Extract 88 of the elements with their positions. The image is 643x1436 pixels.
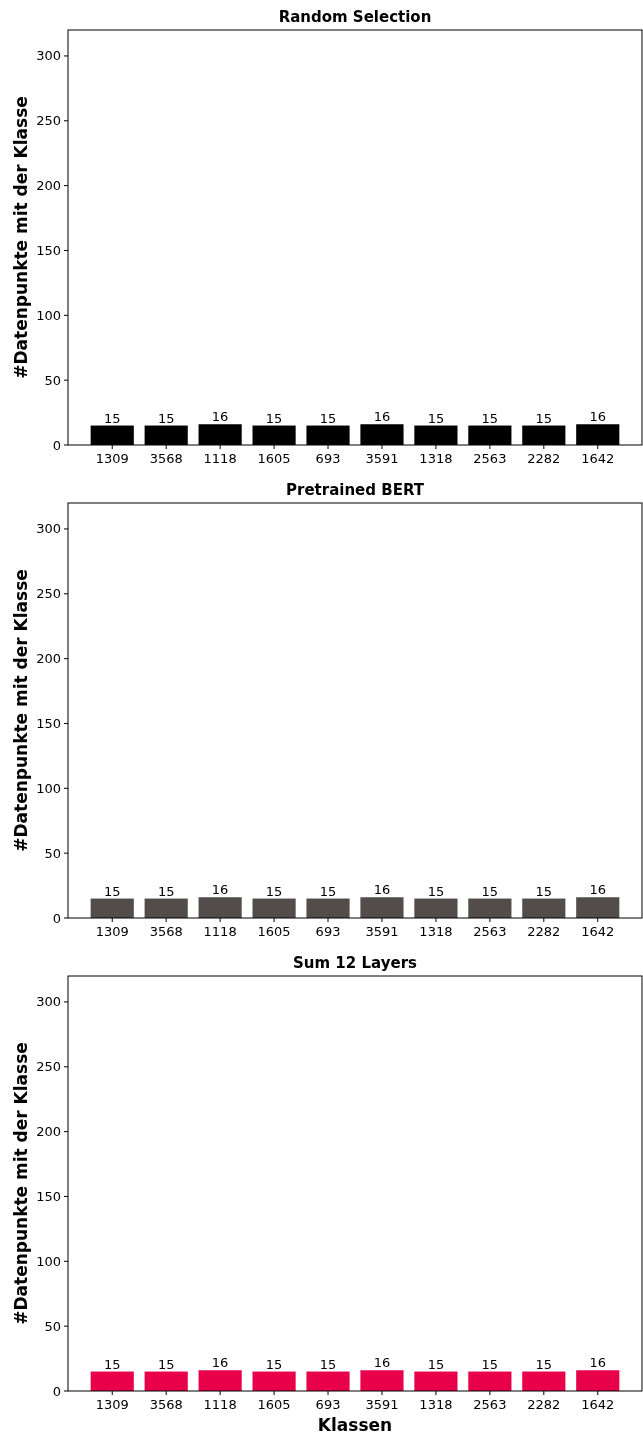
data-label: 16	[373, 882, 391, 898]
x-tick-label: 1309	[95, 1397, 129, 1412]
data-label: 16	[373, 1355, 391, 1371]
data-label: 15	[535, 1356, 553, 1372]
y-tick-label: 100	[36, 307, 61, 323]
y-tick-label: 200	[36, 1124, 61, 1140]
y-tick-label: 200	[36, 651, 61, 667]
x-tick-label: 1318	[419, 924, 453, 939]
data-label: 15	[157, 410, 175, 426]
y-tick-label: 0	[52, 437, 61, 453]
x-tick-label: 1118	[203, 451, 237, 466]
x-tick-label: 1118	[203, 1397, 237, 1412]
data-label: 15	[481, 1356, 499, 1372]
data-label: 16	[589, 882, 607, 898]
data-label: 15	[319, 410, 337, 426]
x-tick-label: 1605	[257, 1397, 291, 1412]
y-tick-label: 50	[44, 372, 61, 388]
x-tick-label: 1318	[419, 451, 453, 466]
data-label: 16	[211, 882, 229, 898]
data-label: 15	[157, 1356, 175, 1372]
data-label: 16	[211, 409, 229, 425]
x-tick-label: 693	[315, 1397, 341, 1412]
y-tick-label: 200	[36, 178, 61, 194]
y-axis-title: #Datenpunkte mit der Klasse	[11, 1042, 31, 1325]
x-tick-label: 3568	[149, 924, 183, 939]
data-label: 16	[589, 409, 607, 425]
data-label: 15	[319, 1356, 337, 1372]
x-tick-label: 1605	[257, 924, 291, 939]
x-tick-label: 2282	[527, 451, 561, 466]
data-label: 15	[535, 883, 553, 899]
data-label: 15	[157, 883, 175, 899]
x-tick-label: 2282	[527, 924, 561, 939]
data-label: 15	[481, 883, 499, 899]
x-tick-label: 2563	[473, 924, 507, 939]
data-label: 15	[427, 410, 445, 426]
y-tick-label: 100	[36, 780, 61, 796]
data-label: 16	[211, 1355, 229, 1371]
data-label: 15	[265, 410, 283, 426]
x-tick-label: 3591	[365, 451, 399, 466]
data-label: 15	[103, 1356, 121, 1372]
y-tick-label: 50	[44, 1318, 61, 1334]
y-axis-title: #Datenpunkte mit der Klasse	[11, 96, 31, 379]
x-tick-label: 1642	[581, 924, 615, 939]
x-tick-label: 1642	[581, 1397, 615, 1412]
y-tick-label: 0	[52, 910, 61, 926]
y-axis-title: #Datenpunkte mit der Klasse	[11, 569, 31, 852]
y-tick-label: 50	[44, 845, 61, 861]
y-tick-label: 250	[36, 113, 61, 129]
data-label: 15	[319, 883, 337, 899]
data-label: 15	[103, 410, 121, 426]
x-tick-label: 3568	[149, 451, 183, 466]
data-label: 15	[427, 883, 445, 899]
chart-title: Pretrained BERT	[286, 481, 425, 499]
data-label: 16	[373, 409, 391, 425]
data-label: 15	[103, 883, 121, 899]
x-tick-label: 693	[315, 924, 341, 939]
data-label: 15	[427, 1356, 445, 1372]
x-tick-label: 3591	[365, 1397, 399, 1412]
x-tick-label: 2563	[473, 451, 507, 466]
x-tick-label: 1118	[203, 924, 237, 939]
data-label: 15	[265, 1356, 283, 1372]
y-tick-label: 0	[52, 1383, 61, 1399]
chart-title: Random Selection	[278, 8, 432, 26]
x-axis-title: Klassen	[317, 1415, 393, 1435]
data-label: 15	[481, 410, 499, 426]
y-tick-label: 150	[36, 1189, 61, 1205]
y-tick-label: 150	[36, 716, 61, 732]
x-tick-label: 2282	[527, 1397, 561, 1412]
y-tick-label: 250	[36, 1059, 61, 1075]
x-tick-label: 3591	[365, 924, 399, 939]
x-tick-label: 1318	[419, 1397, 453, 1412]
y-tick-label: 300	[36, 994, 61, 1010]
x-tick-label: 3568	[149, 1397, 183, 1412]
x-tick-label: 1642	[581, 451, 615, 466]
y-tick-label: 150	[36, 243, 61, 259]
y-tick-label: 300	[36, 521, 61, 537]
data-label: 15	[265, 883, 283, 899]
x-tick-label: 1605	[257, 451, 291, 466]
y-tick-label: 250	[36, 586, 61, 602]
chart-title: Sum 12 Layers	[293, 954, 418, 972]
y-tick-label: 300	[36, 48, 61, 64]
data-label: 16	[589, 1355, 607, 1371]
x-tick-label: 693	[315, 451, 341, 466]
x-tick-label: 1309	[95, 924, 129, 939]
x-tick-label: 2563	[473, 1397, 507, 1412]
data-label: 15	[535, 410, 553, 426]
x-tick-label: 1309	[95, 451, 129, 466]
y-tick-label: 100	[36, 1253, 61, 1269]
